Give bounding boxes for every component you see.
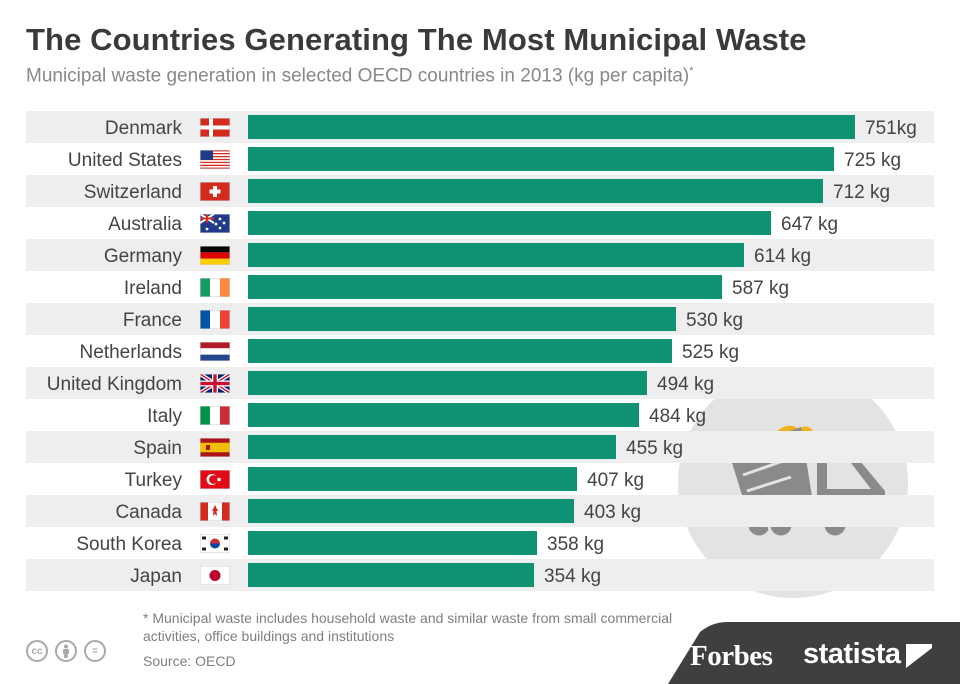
- chart-row: Denmark 751kg: [26, 111, 934, 143]
- category-label: Japan: [130, 566, 182, 587]
- value-label: 358 kg: [547, 534, 604, 555]
- chart-row: France 530 kg: [26, 303, 934, 335]
- france-flag-icon: [200, 310, 230, 329]
- value-label: 403 kg: [584, 502, 641, 523]
- chart-row: United States 725 kg: [68, 147, 901, 171]
- value-label: 614 kg: [754, 246, 811, 267]
- bar: [248, 115, 855, 139]
- value-label: 407 kg: [587, 470, 644, 491]
- chart-row: Australia 647 kg: [108, 211, 838, 235]
- chart-row: United Kingdom 494 kg: [26, 367, 934, 399]
- value-label: 712 kg: [833, 182, 890, 203]
- bar: [248, 179, 823, 203]
- by-icon: [55, 640, 77, 662]
- bar: [248, 435, 616, 459]
- license-icons: cc =: [26, 640, 106, 662]
- cc-icon: cc: [26, 640, 48, 662]
- south-korea-flag-icon: [200, 534, 230, 553]
- bar: [248, 275, 722, 299]
- turkey-flag-icon: [200, 470, 230, 489]
- bar: [248, 147, 834, 171]
- category-label: Italy: [147, 406, 182, 427]
- canada-flag-icon: [200, 502, 230, 521]
- category-label: United States: [68, 150, 182, 171]
- denmark-flag-icon: [200, 118, 230, 137]
- truck-window: [827, 463, 871, 489]
- category-label: Canada: [115, 502, 182, 523]
- chart-row: South Korea 358 kg: [76, 531, 604, 555]
- uk-flag-icon: [200, 374, 230, 393]
- category-label: South Korea: [76, 534, 182, 555]
- chart-row: Germany 614 kg: [26, 239, 934, 271]
- value-label: 525 kg: [682, 342, 739, 363]
- source-note: Source: OECD: [143, 653, 236, 669]
- value-label: 530 kg: [686, 310, 743, 331]
- page-title: The Countries Generating The Most Munici…: [26, 22, 807, 57]
- bar: [248, 563, 534, 587]
- bar: [248, 339, 672, 363]
- bar: [248, 403, 639, 427]
- statista-mark-icon: [906, 644, 932, 668]
- subtitle-footnote-mark: *: [689, 65, 694, 77]
- japan-flag-icon: [200, 566, 230, 585]
- bar: [248, 243, 744, 267]
- category-label: Spain: [133, 438, 182, 459]
- bar: [248, 531, 537, 555]
- bar: [248, 371, 647, 395]
- subtitle-text: Municipal waste generation in selected O…: [26, 65, 690, 87]
- chart-row: Switzerland 712 kg: [26, 175, 934, 207]
- category-label: Switzerland: [84, 182, 182, 203]
- bar: [248, 467, 577, 491]
- category-label: Turkey: [125, 470, 183, 491]
- truck-bed-stripes: [742, 459, 792, 493]
- spain-flag-icon: [200, 438, 230, 457]
- bar: [248, 211, 771, 235]
- value-label: 587 kg: [732, 278, 789, 299]
- bar: [248, 499, 574, 523]
- value-label: 484 kg: [649, 406, 706, 427]
- category-label: United Kingdom: [47, 374, 182, 395]
- category-label: Ireland: [124, 278, 182, 299]
- value-label: 751kg: [865, 118, 917, 139]
- chart-row: Spain 455 kg: [26, 431, 934, 463]
- subtitle: Municipal waste generation in selected O…: [26, 65, 694, 87]
- ireland-flag-icon: [200, 278, 230, 297]
- forbes-logo: Forbes: [690, 640, 773, 672]
- chart-row: Japan 354 kg: [26, 559, 934, 591]
- switzerland-flag-icon: [200, 182, 230, 201]
- nd-icon: =: [84, 640, 106, 662]
- value-label: 455 kg: [626, 438, 683, 459]
- statista-logo: statista: [803, 638, 901, 670]
- category-label: France: [123, 310, 182, 331]
- italy-flag-icon: [200, 406, 230, 425]
- chart-row: Italy 484 kg: [147, 403, 706, 427]
- value-label: 647 kg: [781, 214, 838, 235]
- category-label: Australia: [108, 214, 182, 235]
- netherlands-flag-icon: [200, 342, 230, 361]
- australia-flag-icon: [200, 214, 230, 233]
- chart-row: Ireland 587 kg: [124, 275, 789, 299]
- chart-row: Canada 403 kg: [26, 495, 934, 527]
- chart-row: Netherlands 525 kg: [80, 339, 739, 363]
- value-label: 494 kg: [657, 374, 714, 395]
- category-label: Denmark: [105, 118, 183, 139]
- value-label: 354 kg: [544, 566, 601, 587]
- category-label: Netherlands: [80, 342, 182, 363]
- category-label: Germany: [104, 246, 183, 267]
- germany-flag-icon: [200, 246, 230, 265]
- value-label: 725 kg: [844, 150, 901, 171]
- bar: [248, 307, 676, 331]
- usa-flag-icon: [200, 150, 230, 169]
- footnote: * Municipal waste includes household was…: [143, 610, 673, 644]
- chart-row: Turkey 407 kg: [125, 467, 644, 491]
